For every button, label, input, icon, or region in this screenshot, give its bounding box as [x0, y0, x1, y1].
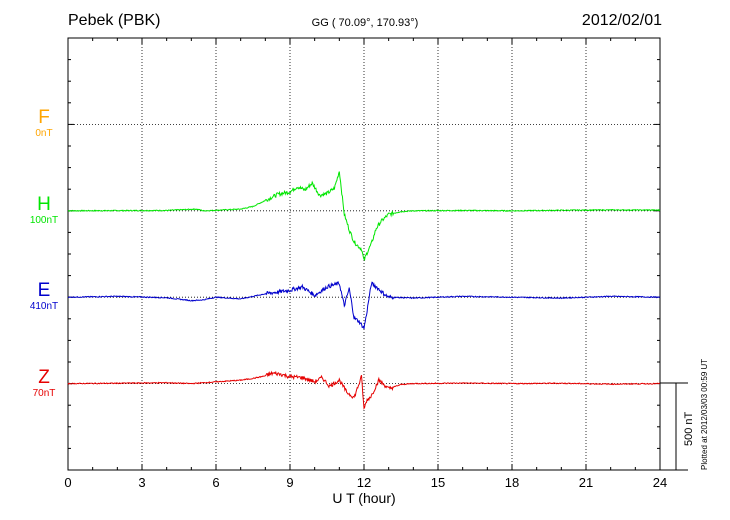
grid-lines — [68, 38, 660, 470]
x-tick-label: 15 — [431, 475, 445, 490]
x-tick-label: 21 — [579, 475, 593, 490]
x-tick-label: 0 — [64, 475, 71, 490]
component-name-h: H — [37, 194, 51, 215]
station-coordinates: GG ( 70.09°, 170.93°) — [311, 17, 419, 29]
x-tick-label: 6 — [212, 475, 219, 490]
component-name-f: F — [38, 107, 50, 128]
x-axis-title: U T (hour) — [332, 490, 395, 506]
series-traces — [67, 171, 661, 410]
x-tick-label: 3 — [138, 475, 145, 490]
series-line-e — [67, 281, 661, 330]
scale-bar: 500 nT — [660, 382, 695, 471]
x-tick-labels: 0 3 6 9 12 15 18 21 24 — [64, 475, 667, 490]
component-label-z: Z 70nT — [14, 368, 74, 400]
station-title: Pebek (PBK) — [68, 12, 161, 29]
scale-bar-label: 500 nT — [683, 411, 695, 446]
component-scale-f: 0nT — [35, 128, 53, 139]
plot-date: 2012/02/01 — [581, 12, 662, 29]
x-tick-label: 12 — [357, 475, 371, 490]
component-scale-z: 70nT — [32, 388, 56, 399]
component-label-f: F 0nT — [14, 108, 74, 140]
component-name-e: E — [37, 280, 51, 301]
series-line-h — [67, 171, 661, 262]
component-name-z: Z — [38, 367, 50, 388]
series-line-z — [67, 370, 660, 410]
x-tick-label: 18 — [505, 475, 519, 490]
component-label-e: E 410nT — [14, 281, 74, 313]
x-tick-label: 9 — [286, 475, 293, 490]
component-scale-e: 410nT — [29, 301, 59, 312]
component-scale-h: 100nT — [29, 215, 59, 226]
x-tick-label: 24 — [653, 475, 667, 490]
component-label-h: H 100nT — [14, 195, 74, 227]
